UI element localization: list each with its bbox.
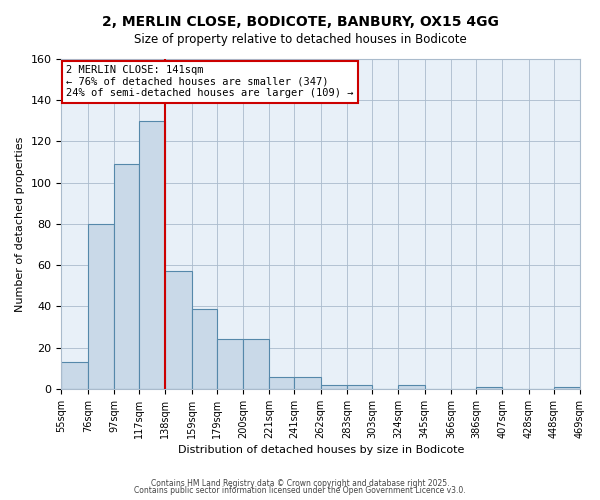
Bar [191, 308, 217, 389]
Bar [114, 164, 139, 389]
Text: 2, MERLIN CLOSE, BODICOTE, BANBURY, OX15 4GG: 2, MERLIN CLOSE, BODICOTE, BANBURY, OX15… [101, 15, 499, 29]
Text: Contains public sector information licensed under the Open Government Licence v3: Contains public sector information licen… [134, 486, 466, 495]
X-axis label: Distribution of detached houses by size in Bodicote: Distribution of detached houses by size … [178, 445, 464, 455]
Bar [61, 362, 88, 389]
Bar [139, 121, 166, 389]
Bar [347, 385, 372, 389]
Text: Contains HM Land Registry data © Crown copyright and database right 2025.: Contains HM Land Registry data © Crown c… [151, 478, 449, 488]
Bar [295, 376, 321, 389]
Y-axis label: Number of detached properties: Number of detached properties [15, 136, 25, 312]
Bar [88, 224, 114, 389]
Bar [243, 340, 269, 389]
Text: Size of property relative to detached houses in Bodicote: Size of property relative to detached ho… [134, 32, 466, 46]
Bar [217, 340, 243, 389]
Bar [476, 387, 502, 389]
Text: 2 MERLIN CLOSE: 141sqm
← 76% of detached houses are smaller (347)
24% of semi-de: 2 MERLIN CLOSE: 141sqm ← 76% of detached… [67, 65, 354, 98]
Bar [269, 376, 295, 389]
Bar [554, 387, 580, 389]
Bar [321, 385, 347, 389]
Bar [398, 385, 425, 389]
Bar [166, 272, 191, 389]
